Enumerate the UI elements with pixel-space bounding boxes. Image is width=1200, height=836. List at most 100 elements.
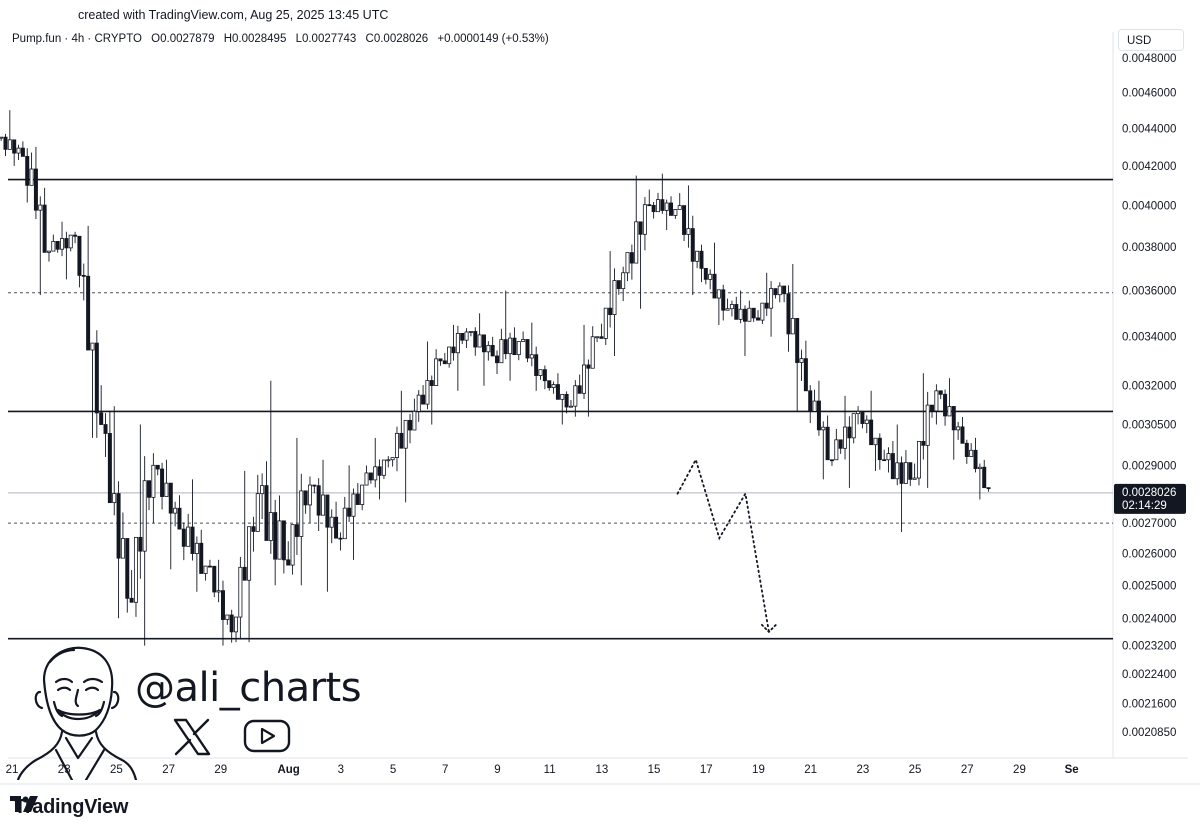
candle-down (199, 542, 204, 574)
candle-down (803, 358, 808, 392)
candle-down (168, 482, 173, 514)
candle-up (738, 308, 743, 320)
y-tick-label: 0.0040000 (1122, 200, 1176, 212)
candle-up (677, 205, 682, 210)
candle-down (490, 345, 495, 357)
candle-up (799, 358, 804, 363)
candle-down (220, 590, 225, 620)
candle-down (316, 485, 321, 516)
symbol-name[interactable]: Pump.fun · 4h · CRYPTO (12, 33, 142, 45)
candle-up (716, 289, 721, 299)
candle-down (160, 468, 165, 497)
candle-down (669, 202, 674, 216)
candle-down (512, 337, 517, 356)
candle-down (286, 559, 291, 566)
candle-up (238, 566, 243, 618)
candle-up (277, 520, 282, 560)
candle-down (555, 384, 560, 400)
candle-down (734, 304, 739, 320)
candle-up (903, 462, 908, 484)
candle-up (529, 354, 534, 359)
candle-up (216, 590, 221, 593)
candle-up (895, 462, 900, 480)
legend-open: O0.0027879 (151, 33, 215, 45)
candle-down (682, 205, 687, 235)
candle-down (629, 252, 634, 264)
candle-down (525, 339, 530, 359)
candle-up (729, 304, 734, 310)
candle-down (534, 354, 539, 376)
candle-down (869, 419, 874, 446)
candle-down (982, 466, 987, 489)
candle-up (225, 614, 230, 620)
candle-down (973, 449, 978, 470)
candle-up (247, 526, 252, 581)
candle-up (486, 345, 491, 353)
candle-down (921, 440, 926, 446)
candle-down (73, 234, 78, 237)
candle-down (368, 472, 373, 481)
y-tick-label: 0.0046000 (1122, 87, 1176, 99)
candle-down (751, 307, 756, 319)
legend-low: L0.0027743 (295, 33, 357, 45)
candle-up (516, 341, 521, 356)
candle-down (125, 538, 130, 599)
candle-up (947, 406, 952, 417)
candle-down (451, 346, 456, 354)
y-tick-label: 0.0029000 (1122, 460, 1176, 472)
candle-up (364, 472, 369, 486)
candle-down (860, 411, 865, 424)
candle-down (81, 274, 86, 277)
candle-up (234, 616, 239, 633)
candle-down (129, 597, 134, 603)
candle-up (590, 336, 595, 369)
candle-up (112, 493, 117, 504)
candle-up (468, 331, 473, 333)
candle-down (756, 317, 761, 321)
tradingview-brand[interactable]: TradingView (10, 796, 128, 819)
candle-up (51, 240, 56, 252)
candle-down (251, 526, 256, 532)
legend-change: +0.0000149 (+0.53%) (437, 33, 549, 45)
x-tick-label: 7 (442, 764, 448, 776)
candle-down (782, 285, 787, 295)
candle-down (742, 308, 747, 322)
candle-up (851, 413, 856, 439)
candle-down (660, 199, 665, 211)
candle-up (38, 204, 43, 211)
x-tick-label: 21 (6, 764, 19, 776)
candle-down (795, 317, 800, 363)
candle-down (347, 507, 352, 517)
candle-down (816, 400, 821, 431)
candle-up (856, 411, 861, 415)
candle-down (838, 439, 843, 449)
x-tick-label: 21 (804, 764, 817, 776)
candle-up (68, 234, 73, 249)
y-tick-label: 0.0020850 (1122, 727, 1176, 739)
candle-down (473, 331, 478, 348)
candle-down (829, 459, 834, 462)
candle-up (725, 308, 730, 311)
candle-up (255, 493, 260, 532)
candle-down (355, 493, 360, 505)
candle-up (447, 346, 452, 365)
x-tick-label: 13 (595, 764, 608, 776)
candle-up (568, 405, 573, 408)
x-tick-label: 23 (856, 764, 869, 776)
y-tick-label: 0.0026000 (1122, 549, 1176, 561)
x-tick-label: Aug (277, 764, 299, 776)
price-chart[interactable]: 0.0048000 0.0046000 0.0044000 0.0042000 0.00… (0, 0, 1200, 790)
candle-up (977, 466, 982, 470)
candle-down (616, 280, 621, 290)
candle-up (394, 432, 399, 458)
candle-up (538, 369, 543, 376)
legend-close: C0.0028026 (365, 33, 429, 45)
x-tick-label: 9 (494, 764, 500, 776)
candle-up (747, 307, 752, 322)
candle-up (864, 419, 869, 424)
candle-down (647, 204, 652, 207)
candle-down (908, 462, 913, 480)
price-badge-value: 0.0028026 (1122, 487, 1176, 499)
currency-selector[interactable]: USD (1118, 29, 1184, 51)
candle-up (403, 419, 408, 449)
